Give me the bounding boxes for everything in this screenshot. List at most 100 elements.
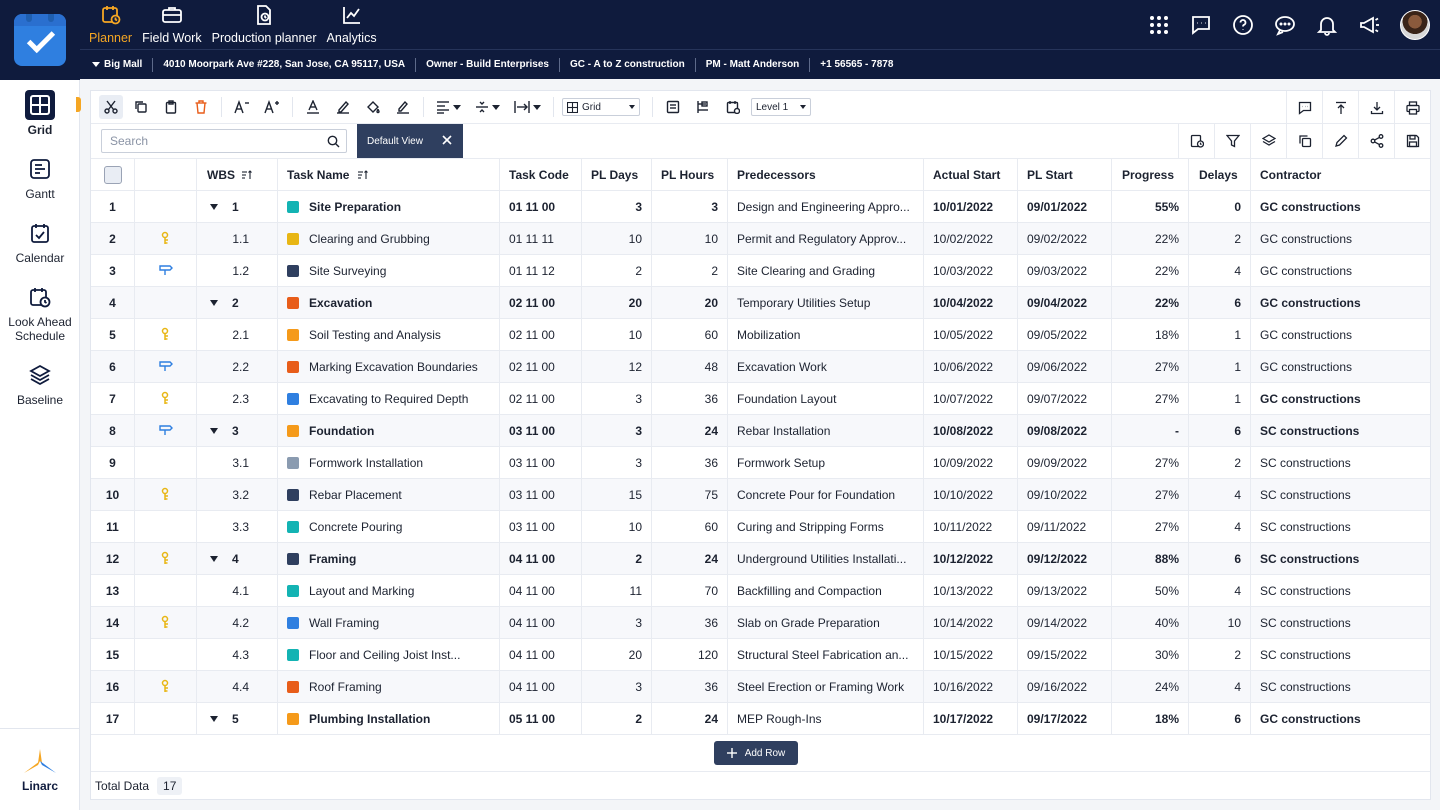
close-icon[interactable] [441, 134, 453, 146]
contractor-cell[interactable]: GC constructions [1251, 351, 1430, 383]
delays-cell[interactable]: 2 [1189, 639, 1251, 671]
pl-days-cell[interactable]: 3 [582, 191, 652, 223]
table-row[interactable]: 7 2.3 Excavating to Required Depth 02 11 00… [91, 383, 1430, 415]
pl-hours-cell[interactable]: 10 [652, 223, 728, 255]
pl-hours-cell[interactable]: 48 [652, 351, 728, 383]
task-name-cell[interactable]: Plumbing Installation [278, 703, 500, 735]
header-task-name[interactable]: Task Name [278, 159, 500, 191]
task-code-cell[interactable]: 04 11 00 [500, 671, 582, 703]
table-row[interactable]: 17 5 Plumbing Installation 05 11 00 2 24 MEP R… [91, 703, 1430, 735]
actual-start-cell[interactable]: 10/14/2022 [924, 607, 1018, 639]
header-progress[interactable]: Progress [1112, 159, 1189, 191]
contractor-cell[interactable]: SC constructions [1251, 447, 1430, 479]
print-icon[interactable] [1394, 91, 1430, 124]
wbs-cell[interactable]: 1.2 [197, 255, 278, 287]
wbs-cell[interactable]: 4.1 [197, 575, 278, 607]
progress-cell[interactable]: 24% [1112, 671, 1189, 703]
pl-hours-cell[interactable]: 24 [652, 703, 728, 735]
download-icon[interactable] [1358, 91, 1394, 124]
pl-days-cell[interactable]: 2 [582, 255, 652, 287]
actual-start-cell[interactable]: 10/13/2022 [924, 575, 1018, 607]
task-name-cell[interactable]: Foundation [278, 415, 500, 447]
expand-caret-icon[interactable] [210, 556, 218, 562]
schedule-icon[interactable] [721, 95, 745, 119]
task-name-cell[interactable]: Excavating to Required Depth [278, 383, 500, 415]
table-row[interactable]: 12 4 Framing 04 11 00 2 24 Underground Utiliti… [91, 543, 1430, 575]
pl-days-cell[interactable]: 10 [582, 223, 652, 255]
task-name-cell[interactable]: Formwork Installation [278, 447, 500, 479]
pl-start-cell[interactable]: 09/08/2022 [1018, 415, 1112, 447]
delays-cell[interactable]: 6 [1189, 415, 1251, 447]
table-row[interactable]: 3 1.2 Site Surveying 01 11 12 2 2 Site Clearin… [91, 255, 1430, 287]
delays-cell[interactable]: 4 [1189, 671, 1251, 703]
task-code-cell[interactable]: 02 11 00 [500, 351, 582, 383]
pl-start-cell[interactable]: 09/15/2022 [1018, 639, 1112, 671]
delays-cell[interactable]: 4 [1189, 479, 1251, 511]
pl-hours-cell[interactable]: 2 [652, 255, 728, 287]
pl-start-cell[interactable]: 09/04/2022 [1018, 287, 1112, 319]
pl-hours-cell[interactable]: 36 [652, 383, 728, 415]
wbs-cell[interactable]: 2.1 [197, 319, 278, 351]
contractor-cell[interactable]: GC constructions [1251, 223, 1430, 255]
progress-cell[interactable]: 27% [1112, 383, 1189, 415]
rail-item-calendar[interactable]: Calendar [0, 218, 80, 265]
contractor-cell[interactable]: SC constructions [1251, 415, 1430, 447]
rail-collapse-handle[interactable] [76, 97, 81, 112]
bell-icon[interactable] [1316, 14, 1338, 36]
header-actual-start[interactable]: Actual Start [924, 159, 1018, 191]
delays-cell[interactable]: 2 [1189, 223, 1251, 255]
actual-start-cell[interactable]: 10/07/2022 [924, 383, 1018, 415]
pl-start-cell[interactable]: 09/14/2022 [1018, 607, 1112, 639]
search-input[interactable] [110, 134, 320, 148]
wbs-cell[interactable]: 3 [197, 415, 278, 447]
pl-start-cell[interactable]: 09/10/2022 [1018, 479, 1112, 511]
wbs-cell[interactable]: 3.3 [197, 511, 278, 543]
key-flag-icon[interactable] [161, 391, 171, 408]
pl-hours-cell[interactable]: 36 [652, 607, 728, 639]
header-wbs[interactable]: WBS [197, 159, 278, 191]
font-decrease-icon[interactable] [230, 95, 254, 119]
key-flag-icon[interactable] [161, 615, 171, 632]
pl-hours-cell[interactable]: 120 [652, 639, 728, 671]
pl-start-cell[interactable]: 09/16/2022 [1018, 671, 1112, 703]
pl-days-cell[interactable]: 3 [582, 607, 652, 639]
actual-start-cell[interactable]: 10/03/2022 [924, 255, 1018, 287]
delays-cell[interactable]: 6 [1189, 287, 1251, 319]
progress-cell[interactable]: 27% [1112, 351, 1189, 383]
wbs-cell[interactable]: 1.1 [197, 223, 278, 255]
pl-start-cell[interactable]: 09/06/2022 [1018, 351, 1112, 383]
delays-cell[interactable]: 6 [1189, 703, 1251, 735]
table-row[interactable]: 15 4.3 Floor and Ceiling Joist Inst... 04 1… [91, 639, 1430, 671]
pl-days-cell[interactable]: 2 [582, 543, 652, 575]
contractor-cell[interactable]: SC constructions [1251, 671, 1430, 703]
predecessors-cell[interactable]: Rebar Installation [728, 415, 924, 447]
wbs-cell[interactable]: 4 [197, 543, 278, 575]
delays-cell[interactable]: 4 [1189, 575, 1251, 607]
pl-days-cell[interactable]: 3 [582, 415, 652, 447]
milestone-sign-icon[interactable] [158, 360, 173, 375]
task-code-cell[interactable]: 04 11 00 [500, 639, 582, 671]
paste-icon[interactable] [159, 95, 183, 119]
column-width-dropdown[interactable] [510, 95, 545, 119]
milestone-sign-icon[interactable] [158, 424, 173, 439]
nav-analytics[interactable]: Analytics [322, 0, 382, 49]
progress-cell[interactable]: 30% [1112, 639, 1189, 671]
select-all-checkbox[interactable] [103, 166, 122, 184]
settings-schedule-icon[interactable] [1178, 124, 1214, 158]
rail-item-baseline[interactable]: Baseline [0, 360, 80, 407]
task-name-cell[interactable]: Site Preparation [278, 191, 500, 223]
progress-cell[interactable]: 22% [1112, 287, 1189, 319]
pl-hours-cell[interactable]: 20 [652, 287, 728, 319]
header-pl-start[interactable]: PL Start [1018, 159, 1112, 191]
contractor-cell[interactable]: GC constructions [1251, 191, 1430, 223]
task-name-cell[interactable]: Framing [278, 543, 500, 575]
task-code-cell[interactable]: 01 11 12 [500, 255, 582, 287]
pl-start-cell[interactable]: 09/02/2022 [1018, 223, 1112, 255]
pl-hours-cell[interactable]: 3 [652, 191, 728, 223]
progress-cell[interactable]: 22% [1112, 255, 1189, 287]
predecessors-cell[interactable]: Site Clearing and Grading [728, 255, 924, 287]
expand-caret-icon[interactable] [210, 204, 218, 210]
pl-days-cell[interactable]: 3 [582, 383, 652, 415]
contractor-cell[interactable]: GC constructions [1251, 319, 1430, 351]
actual-start-cell[interactable]: 10/01/2022 [924, 191, 1018, 223]
